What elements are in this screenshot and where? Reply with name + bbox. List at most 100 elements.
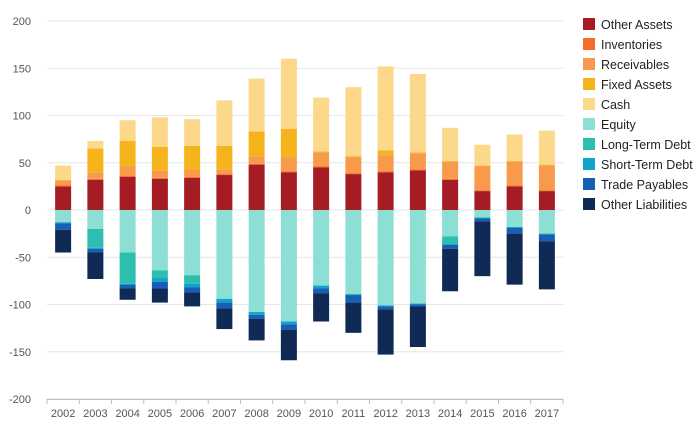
legend-label: Inventories bbox=[601, 38, 662, 52]
bar-segment-inventories bbox=[442, 178, 459, 180]
legend-label: Short-Term Debt bbox=[601, 158, 693, 172]
bar-segment-other-liabilities bbox=[216, 308, 233, 330]
x-tick-label: 2002 bbox=[51, 408, 75, 420]
bar-segment-other-liabilities bbox=[280, 330, 297, 361]
bar-segment-other-assets bbox=[409, 170, 426, 210]
bar-segment-trade-payables bbox=[151, 281, 168, 289]
bar-segment-fixed-assets bbox=[474, 165, 491, 167]
bar-segment-other-liabilities bbox=[377, 309, 394, 355]
bar-segment-equity bbox=[119, 210, 136, 253]
bar-segment-cash bbox=[216, 100, 233, 146]
bar-segment-fixed-assets bbox=[87, 148, 104, 173]
bar-segment-inventories bbox=[87, 178, 104, 180]
legend-swatch bbox=[583, 178, 595, 190]
bar-segment-inventories bbox=[377, 171, 394, 173]
legend-label: Other Assets bbox=[601, 18, 673, 32]
bar-segment-receivables bbox=[377, 155, 394, 172]
bar-segment-receivables bbox=[280, 157, 297, 172]
bar-segment-other-liabilities bbox=[538, 241, 555, 290]
bar-segment-other-assets bbox=[248, 164, 265, 210]
bar-segment-inventories bbox=[313, 166, 330, 168]
bar-segment-other-assets bbox=[55, 186, 72, 210]
bar-segment-inventories bbox=[280, 171, 297, 173]
bar-segment-fixed-assets bbox=[184, 145, 201, 170]
bar-segment-cash bbox=[409, 73, 426, 153]
bar-segment-other-liabilities bbox=[55, 229, 72, 253]
y-tick-label: -150 bbox=[9, 347, 31, 359]
bar-segment-cash bbox=[280, 58, 297, 129]
y-tick-label: -100 bbox=[9, 300, 31, 312]
x-tick-label: 2017 bbox=[535, 408, 559, 420]
bar-segment-cash bbox=[151, 117, 168, 147]
x-tick-label: 2005 bbox=[148, 408, 172, 420]
bar-segment-cash bbox=[119, 120, 136, 142]
bar-segment-fixed-assets bbox=[216, 145, 233, 170]
bar-segment-cash bbox=[506, 134, 523, 161]
x-tick-label: 2013 bbox=[406, 408, 430, 420]
bar-segment-trade-payables bbox=[506, 227, 523, 234]
bar-segment-receivables bbox=[313, 152, 330, 167]
bar-segment-short-term-debt bbox=[377, 305, 394, 307]
bar-segment-trade-payables bbox=[87, 248, 104, 253]
bar-segment-fixed-assets bbox=[506, 160, 523, 162]
bar-segment-short-term-debt bbox=[216, 298, 233, 303]
bar-segment-receivables bbox=[119, 166, 136, 176]
bar-segment-short-term-debt bbox=[409, 303, 426, 305]
bar-segment-trade-payables bbox=[184, 287, 201, 293]
bar-segment-inventories bbox=[151, 177, 168, 179]
bar-segment-trade-payables bbox=[345, 295, 362, 303]
bar-segment-receivables bbox=[216, 169, 233, 175]
bar-segment-receivables bbox=[538, 165, 555, 191]
bar-segment-trade-payables bbox=[313, 288, 330, 294]
y-tick-label: 50 bbox=[19, 158, 31, 170]
bar-segment-equity bbox=[216, 210, 233, 299]
bar-segment-other-assets bbox=[151, 178, 168, 210]
bar-segment-cash bbox=[248, 78, 265, 132]
bar-segment-cash bbox=[55, 165, 72, 180]
bar-segment-equity bbox=[248, 210, 265, 313]
bar-segment-cash bbox=[442, 127, 459, 161]
y-tick-label: 150 bbox=[13, 63, 31, 75]
legend-swatch bbox=[583, 138, 595, 150]
bar-segment-short-term-debt bbox=[345, 294, 362, 296]
bar-segment-other-liabilities bbox=[409, 306, 426, 348]
bar-segment-other-assets bbox=[345, 174, 362, 210]
bar-segment-short-term-debt bbox=[248, 312, 265, 315]
bar-segment-short-term-debt bbox=[184, 283, 201, 288]
x-tick-label: 2008 bbox=[244, 408, 268, 420]
bar-segment-fixed-assets bbox=[280, 128, 297, 158]
bar-segment-fixed-assets bbox=[248, 131, 265, 157]
bar-segment-equity bbox=[87, 210, 104, 229]
bar-segment-trade-payables bbox=[409, 304, 426, 307]
x-tick-label: 2003 bbox=[83, 408, 107, 420]
bar-segment-other-liabilities bbox=[248, 318, 265, 341]
legend-label: Cash bbox=[601, 98, 630, 112]
bar-segment-other-assets bbox=[280, 172, 297, 210]
bar-segment-long-term-debt bbox=[442, 236, 459, 245]
bar-segment-short-term-debt bbox=[442, 244, 459, 245]
legend-label: Long-Term Debt bbox=[601, 138, 691, 152]
bar-segment-equity bbox=[409, 210, 426, 304]
legend-swatch bbox=[583, 58, 595, 70]
bar-segment-short-term-debt bbox=[119, 283, 136, 285]
x-tick-label: 2015 bbox=[470, 408, 494, 420]
bar-segment-equity bbox=[442, 210, 459, 237]
y-axis: -200 -150 -100 -50 0 50 100 150 200 bbox=[9, 16, 31, 406]
legend-swatch bbox=[583, 98, 595, 110]
bar-segment-cash bbox=[377, 66, 394, 151]
bar-segment-other-liabilities bbox=[119, 288, 136, 300]
bar-segment-fixed-assets bbox=[151, 146, 168, 171]
bar-segment-equity bbox=[538, 210, 555, 234]
bar-segment-receivables bbox=[151, 170, 168, 178]
bar-segment-long-term-debt bbox=[184, 275, 201, 284]
bar-segment-cash bbox=[184, 119, 201, 146]
legend-swatch bbox=[583, 118, 595, 130]
bar-segment-other-liabilities bbox=[151, 288, 168, 303]
bar-segment-receivables bbox=[506, 161, 523, 186]
legend-swatch bbox=[583, 78, 595, 90]
bar-segment-trade-payables bbox=[119, 284, 136, 289]
bar-segment-other-assets bbox=[442, 179, 459, 210]
legend-label: Fixed Assets bbox=[601, 78, 672, 92]
x-tick-label: 2016 bbox=[502, 408, 526, 420]
